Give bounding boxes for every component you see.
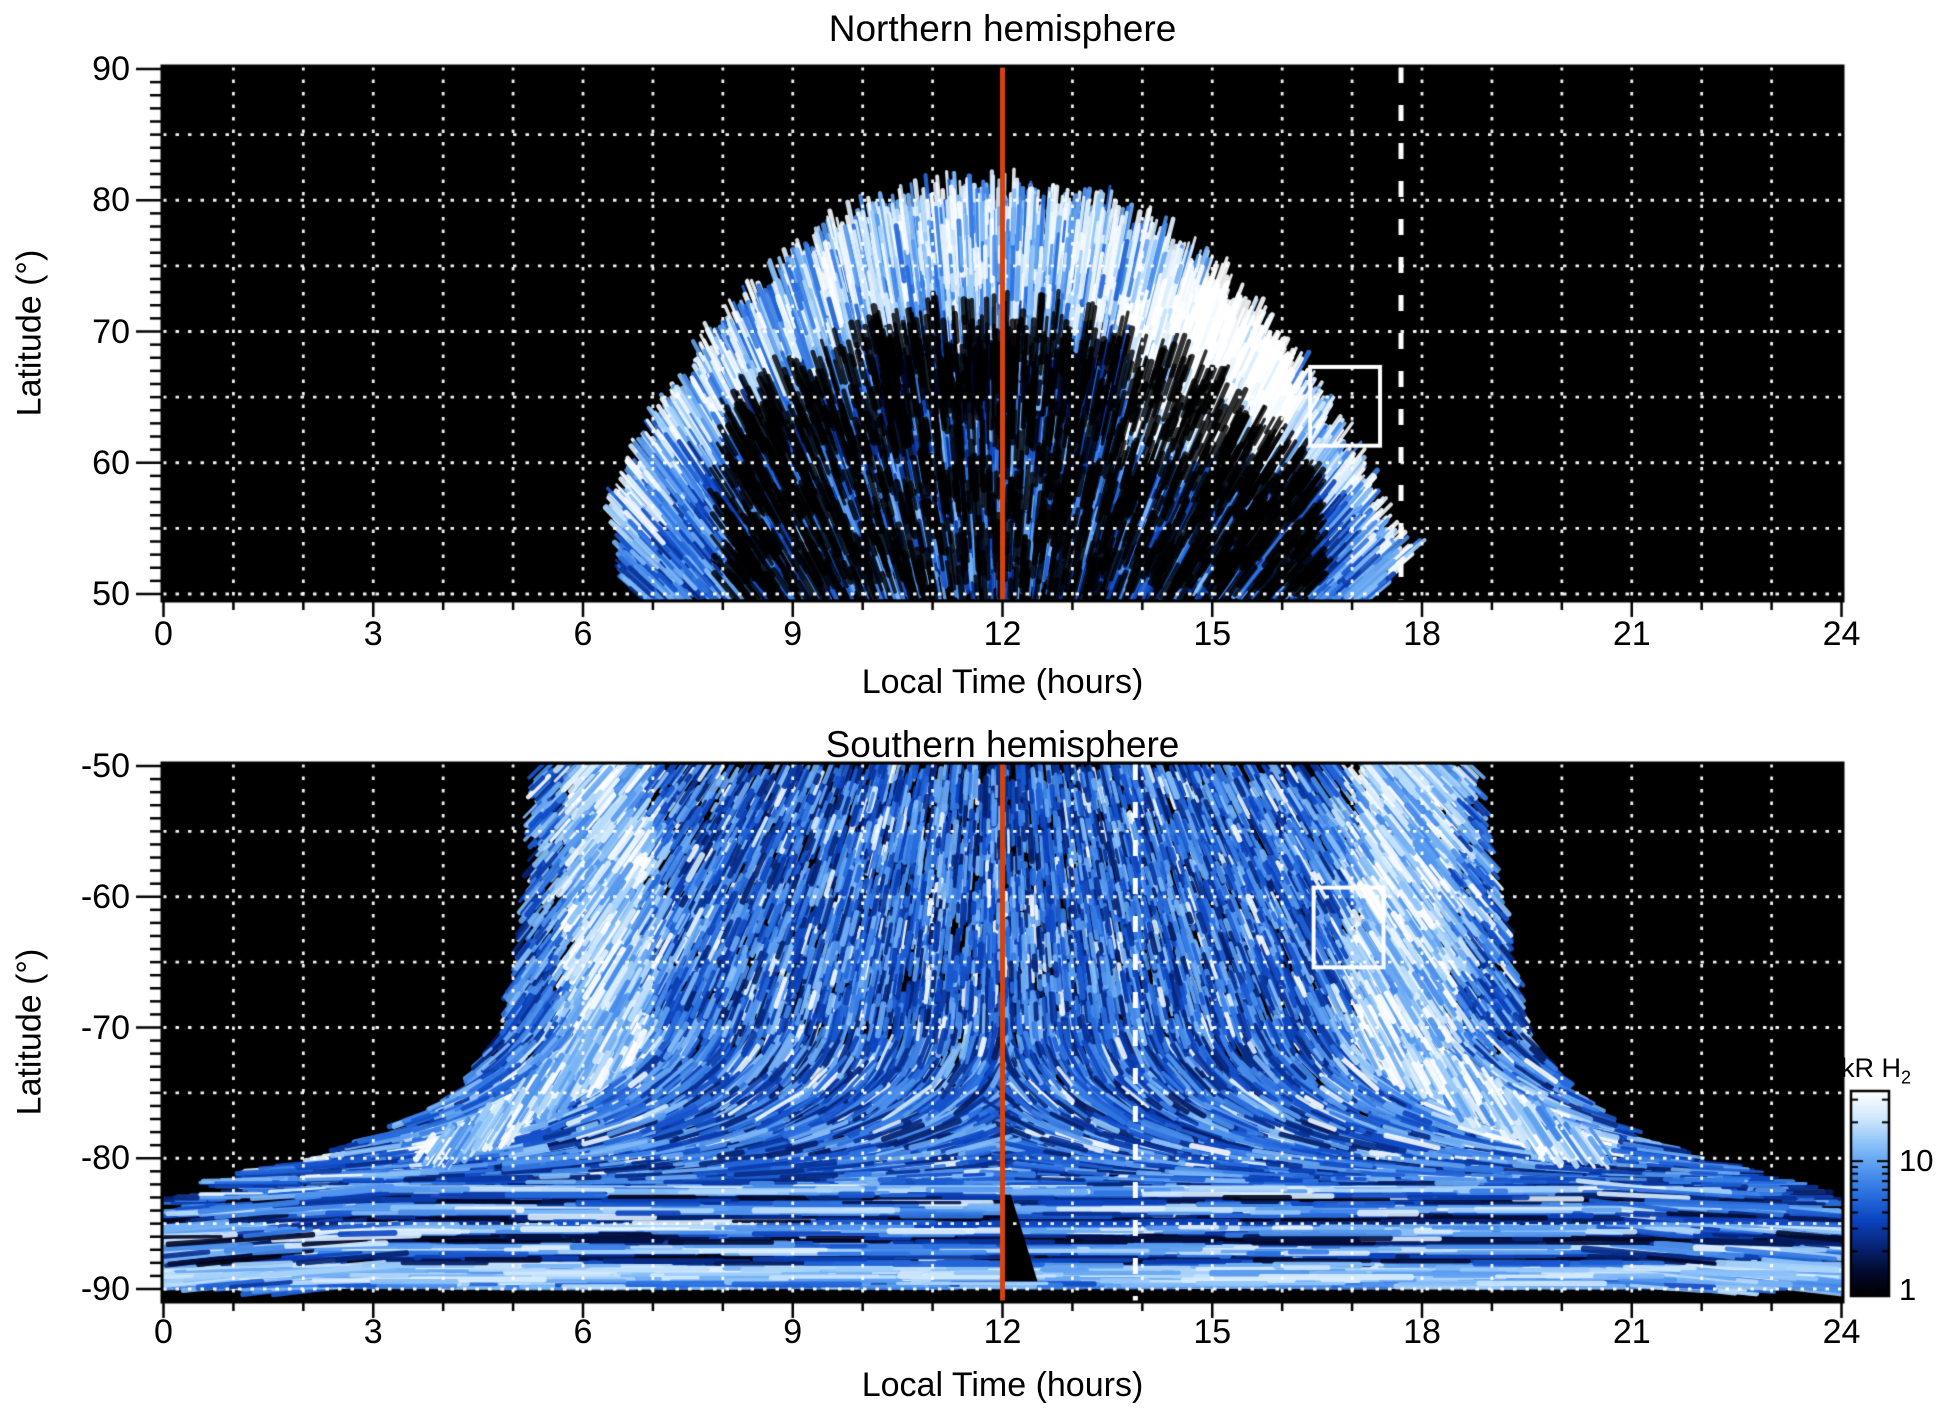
south-y-tick-label: -90 [80, 1270, 130, 1308]
south-x-tick-label: 0 [154, 1313, 173, 1351]
north-y-tick-label: 80 [92, 181, 130, 220]
colorbar-title: kR H2 [1840, 1053, 1911, 1088]
south-y-tick-label: -80 [80, 1139, 130, 1178]
north-y-tick-label: 50 [92, 575, 130, 613]
south-x-tick-label: 6 [573, 1313, 593, 1351]
north-y-tick-label: 90 [92, 50, 130, 88]
south-x-tick-label: 12 [983, 1313, 1022, 1351]
north-x-tick-label: 18 [1403, 615, 1441, 653]
south-x-axis-label: Local Time (hours) [861, 1366, 1144, 1404]
south-x-tick-label: 24 [1822, 1313, 1861, 1351]
north-x-tick-label: 15 [1193, 615, 1232, 653]
colorbar-tick-label: 10 [1899, 1143, 1934, 1179]
south-y-tick-label: -50 [80, 747, 130, 785]
south-panel-title: Southern hemisphere [825, 724, 1180, 765]
colorbar-tick-label: 1 [1899, 1272, 1917, 1308]
north-x-tick-label: 21 [1612, 615, 1651, 653]
north-x-tick-label: 24 [1822, 615, 1861, 653]
south-x-tick-label: 3 [363, 1313, 383, 1351]
north-x-tick-label: 0 [154, 615, 173, 653]
north-x-tick-label: 9 [783, 615, 803, 653]
south-x-tick-label: 18 [1403, 1313, 1441, 1351]
north-x-axis-label: Local Time (hours) [861, 663, 1144, 701]
south-x-tick-label: 15 [1193, 1313, 1232, 1351]
north-x-tick-label: 3 [363, 615, 383, 653]
north-panel-title: Northern hemisphere [828, 8, 1177, 49]
south-x-tick-label: 9 [783, 1313, 803, 1351]
north-x-tick-label: 12 [983, 615, 1022, 653]
south-y-tick-label: -60 [80, 877, 130, 916]
north-x-tick-label: 6 [573, 615, 593, 653]
south-x-tick-label: 21 [1612, 1313, 1651, 1351]
north-y-tick-label: 70 [92, 312, 130, 351]
north-y-tick-label: 60 [92, 443, 130, 482]
south-y-tick-label: -70 [80, 1008, 130, 1047]
